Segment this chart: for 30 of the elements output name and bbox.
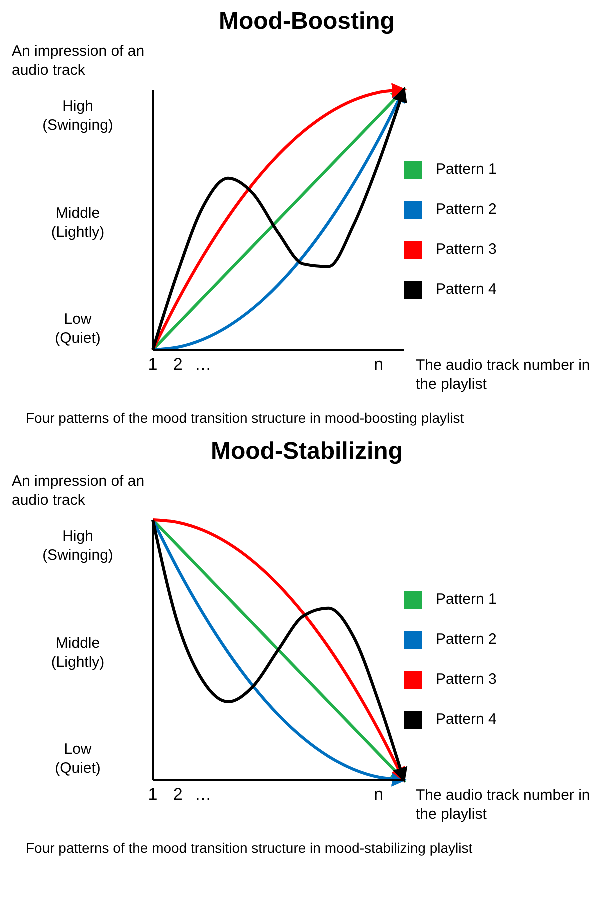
text: Middle (Lightly): [50, 204, 106, 242]
text: High (Swinging): [42, 527, 114, 565]
x-tick-label: n: [374, 355, 384, 374]
chart-title: Mood-Boosting: [218, 8, 396, 36]
text: Low (Quiet): [54, 310, 102, 348]
legend-label: Pattern 2: [436, 201, 497, 218]
x-tick-label: 1: [148, 785, 158, 804]
x-tick-label: …: [194, 785, 212, 804]
x-tick-label: 2: [173, 785, 183, 804]
legend-label: Pattern 3: [436, 241, 497, 258]
x-tick-label: …: [194, 355, 212, 374]
chart-title: Mood-Stabilizing: [210, 438, 404, 466]
text: Low (Quiet): [54, 740, 102, 778]
x-tick-label: 1: [148, 355, 158, 374]
text: Four patterns of the mood transition structure in mood-boosting playlist: [26, 410, 466, 426]
y-axis-title: An impression of an audio track: [12, 472, 146, 510]
legend-label: Pattern 4: [436, 281, 497, 298]
text: High (Swinging): [42, 97, 114, 135]
x-axis-title: The audio track number in the playlist: [416, 786, 592, 824]
x-tick-label: 2: [173, 355, 183, 374]
legend-label: Pattern 1: [436, 591, 497, 608]
legend-label: Pattern 2: [436, 631, 497, 648]
text: Middle (Lightly): [50, 634, 106, 672]
y-axis-title: An impression of an audio track: [12, 42, 146, 80]
text: Four patterns of the mood transition structure in mood-stabilizing playlist: [26, 840, 474, 856]
legend-label: Pattern 3: [436, 671, 497, 688]
legend-label: Pattern 4: [436, 711, 497, 728]
x-tick-label: n: [374, 785, 384, 804]
legend-label: Pattern 1: [436, 161, 497, 178]
x-axis-title: The audio track number in the playlist: [416, 356, 592, 394]
